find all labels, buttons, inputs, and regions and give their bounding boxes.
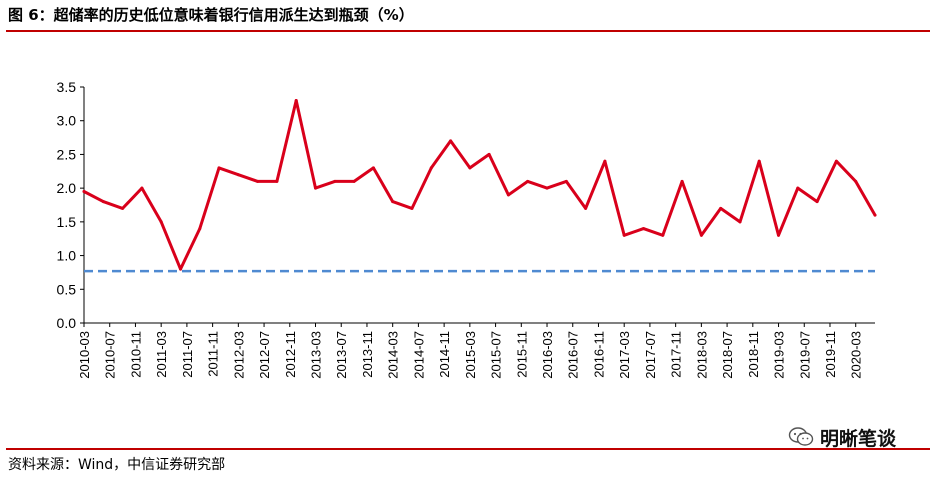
y-tick-label: 2.0 — [57, 180, 77, 196]
data-point — [410, 206, 414, 210]
data-point — [159, 220, 163, 224]
series-group — [82, 99, 877, 271]
data-point — [82, 190, 86, 193]
data-point — [217, 166, 221, 170]
x-tick-label: 2014-03 — [386, 331, 401, 379]
y-tick-label: 2.5 — [57, 146, 77, 162]
data-point — [603, 159, 607, 163]
data-point — [564, 179, 568, 183]
x-tick-label: 2015-07 — [489, 331, 504, 379]
data-point — [101, 200, 105, 204]
bottom-divider — [6, 448, 930, 450]
data-point — [294, 99, 298, 102]
data-point — [815, 200, 819, 204]
x-tick-label: 2011-11 — [206, 331, 221, 377]
data-point — [429, 166, 433, 170]
data-point — [121, 206, 125, 210]
source-note: 资料来源：Wind，中信证券研究部 — [8, 457, 226, 473]
y-tick-label: 3.0 — [57, 113, 77, 129]
x-tick-label: 2014-07 — [411, 331, 426, 379]
data-point — [487, 152, 491, 156]
x-tick-label: 2015-11 — [514, 331, 529, 378]
data-point — [198, 227, 202, 231]
data-point — [873, 213, 877, 217]
data-point — [777, 233, 780, 237]
x-tick-label: 2019-03 — [772, 331, 787, 379]
data-point — [468, 166, 472, 170]
x-tick-label: 2018-11 — [746, 331, 761, 378]
data-point — [757, 159, 761, 163]
data-point — [449, 139, 453, 143]
data-point — [699, 233, 703, 237]
watermark: 明晰笔谈 — [788, 422, 896, 452]
data-point — [854, 179, 858, 183]
x-tick-label: 2010-07 — [103, 331, 118, 379]
y-tick-label: 1.5 — [57, 214, 77, 230]
data-point — [352, 179, 356, 183]
y-axis: 0.0 0.5 1.0 1.5 2.0 2.5 3.0 3.5 — [57, 79, 85, 331]
data-point — [738, 220, 742, 224]
x-tick-label: 2012-03 — [231, 331, 246, 379]
data-point — [275, 179, 279, 183]
x-tick-label: 2015-03 — [463, 331, 478, 379]
x-tick-label: 2017-07 — [643, 331, 658, 379]
data-point — [584, 206, 588, 210]
x-tick-label: 2013-03 — [309, 331, 324, 379]
chart-canvas: 0.00.51.01.52.02.53.03.5 2010-03 2010-07 2… — [57, 79, 877, 379]
x-tick-label: 2020-03 — [849, 331, 864, 379]
x-tick-label: 2017-11 — [669, 331, 684, 378]
data-point — [622, 233, 626, 237]
data-point — [333, 179, 337, 183]
data-point — [680, 179, 684, 183]
watermark-text: 明晰笔谈 — [820, 427, 897, 450]
data-point — [314, 186, 317, 190]
x-tick-label: 2010-03 — [77, 331, 92, 379]
x-tick-label: 2012-11 — [283, 331, 298, 378]
data-point — [642, 227, 645, 231]
x-tick-label: 2018-03 — [694, 331, 709, 379]
data-point — [719, 206, 723, 210]
x-axis: 2010-03 2010-07 2010-11 2011-03 2011-07 2011-… — [77, 322, 875, 379]
series-line — [82, 99, 877, 271]
data-point — [140, 186, 144, 190]
x-tick-label: 2013-11 — [360, 331, 375, 378]
data-point — [179, 267, 182, 271]
data-point — [526, 179, 530, 183]
figure-title: 图 6：超储率的历史低位意味着银行信用派生达到瓶颈（%） — [8, 6, 414, 24]
y-tick-label: 1.0 — [57, 248, 77, 264]
x-tick-label: 2011-07 — [180, 331, 195, 378]
wechat-icon — [788, 427, 814, 446]
x-tick-label: 2011-03 — [154, 331, 169, 378]
data-point — [796, 186, 800, 190]
y-tick-label: 0.0 — [57, 315, 77, 331]
y-tick-label: 3.5 — [57, 79, 77, 95]
x-tick-label: 2017-03 — [617, 331, 632, 379]
x-tick-label: 2012-07 — [257, 331, 272, 379]
x-tick-label: 2016-11 — [591, 331, 606, 378]
data-point — [256, 179, 260, 183]
data-point — [545, 186, 549, 190]
data-point — [834, 159, 838, 163]
x-tick-label: 2019-07 — [797, 331, 812, 379]
data-point — [371, 166, 375, 170]
top-divider — [6, 30, 930, 32]
data-point — [661, 233, 665, 237]
x-tick-label: 2014-11 — [437, 331, 452, 378]
x-tick-label: 2013-07 — [334, 331, 349, 379]
x-tick-label: 2016-03 — [540, 331, 555, 379]
data-point — [236, 173, 240, 177]
data-point — [506, 193, 510, 197]
data-point — [391, 200, 395, 204]
y-tick-label: 0.5 — [57, 281, 77, 297]
x-tick-label: 2019-11 — [823, 331, 838, 378]
x-tick-label: 2010-11 — [128, 331, 143, 378]
x-tick-label: 2016-07 — [566, 331, 581, 379]
x-tick-label: 2018-07 — [720, 331, 735, 379]
